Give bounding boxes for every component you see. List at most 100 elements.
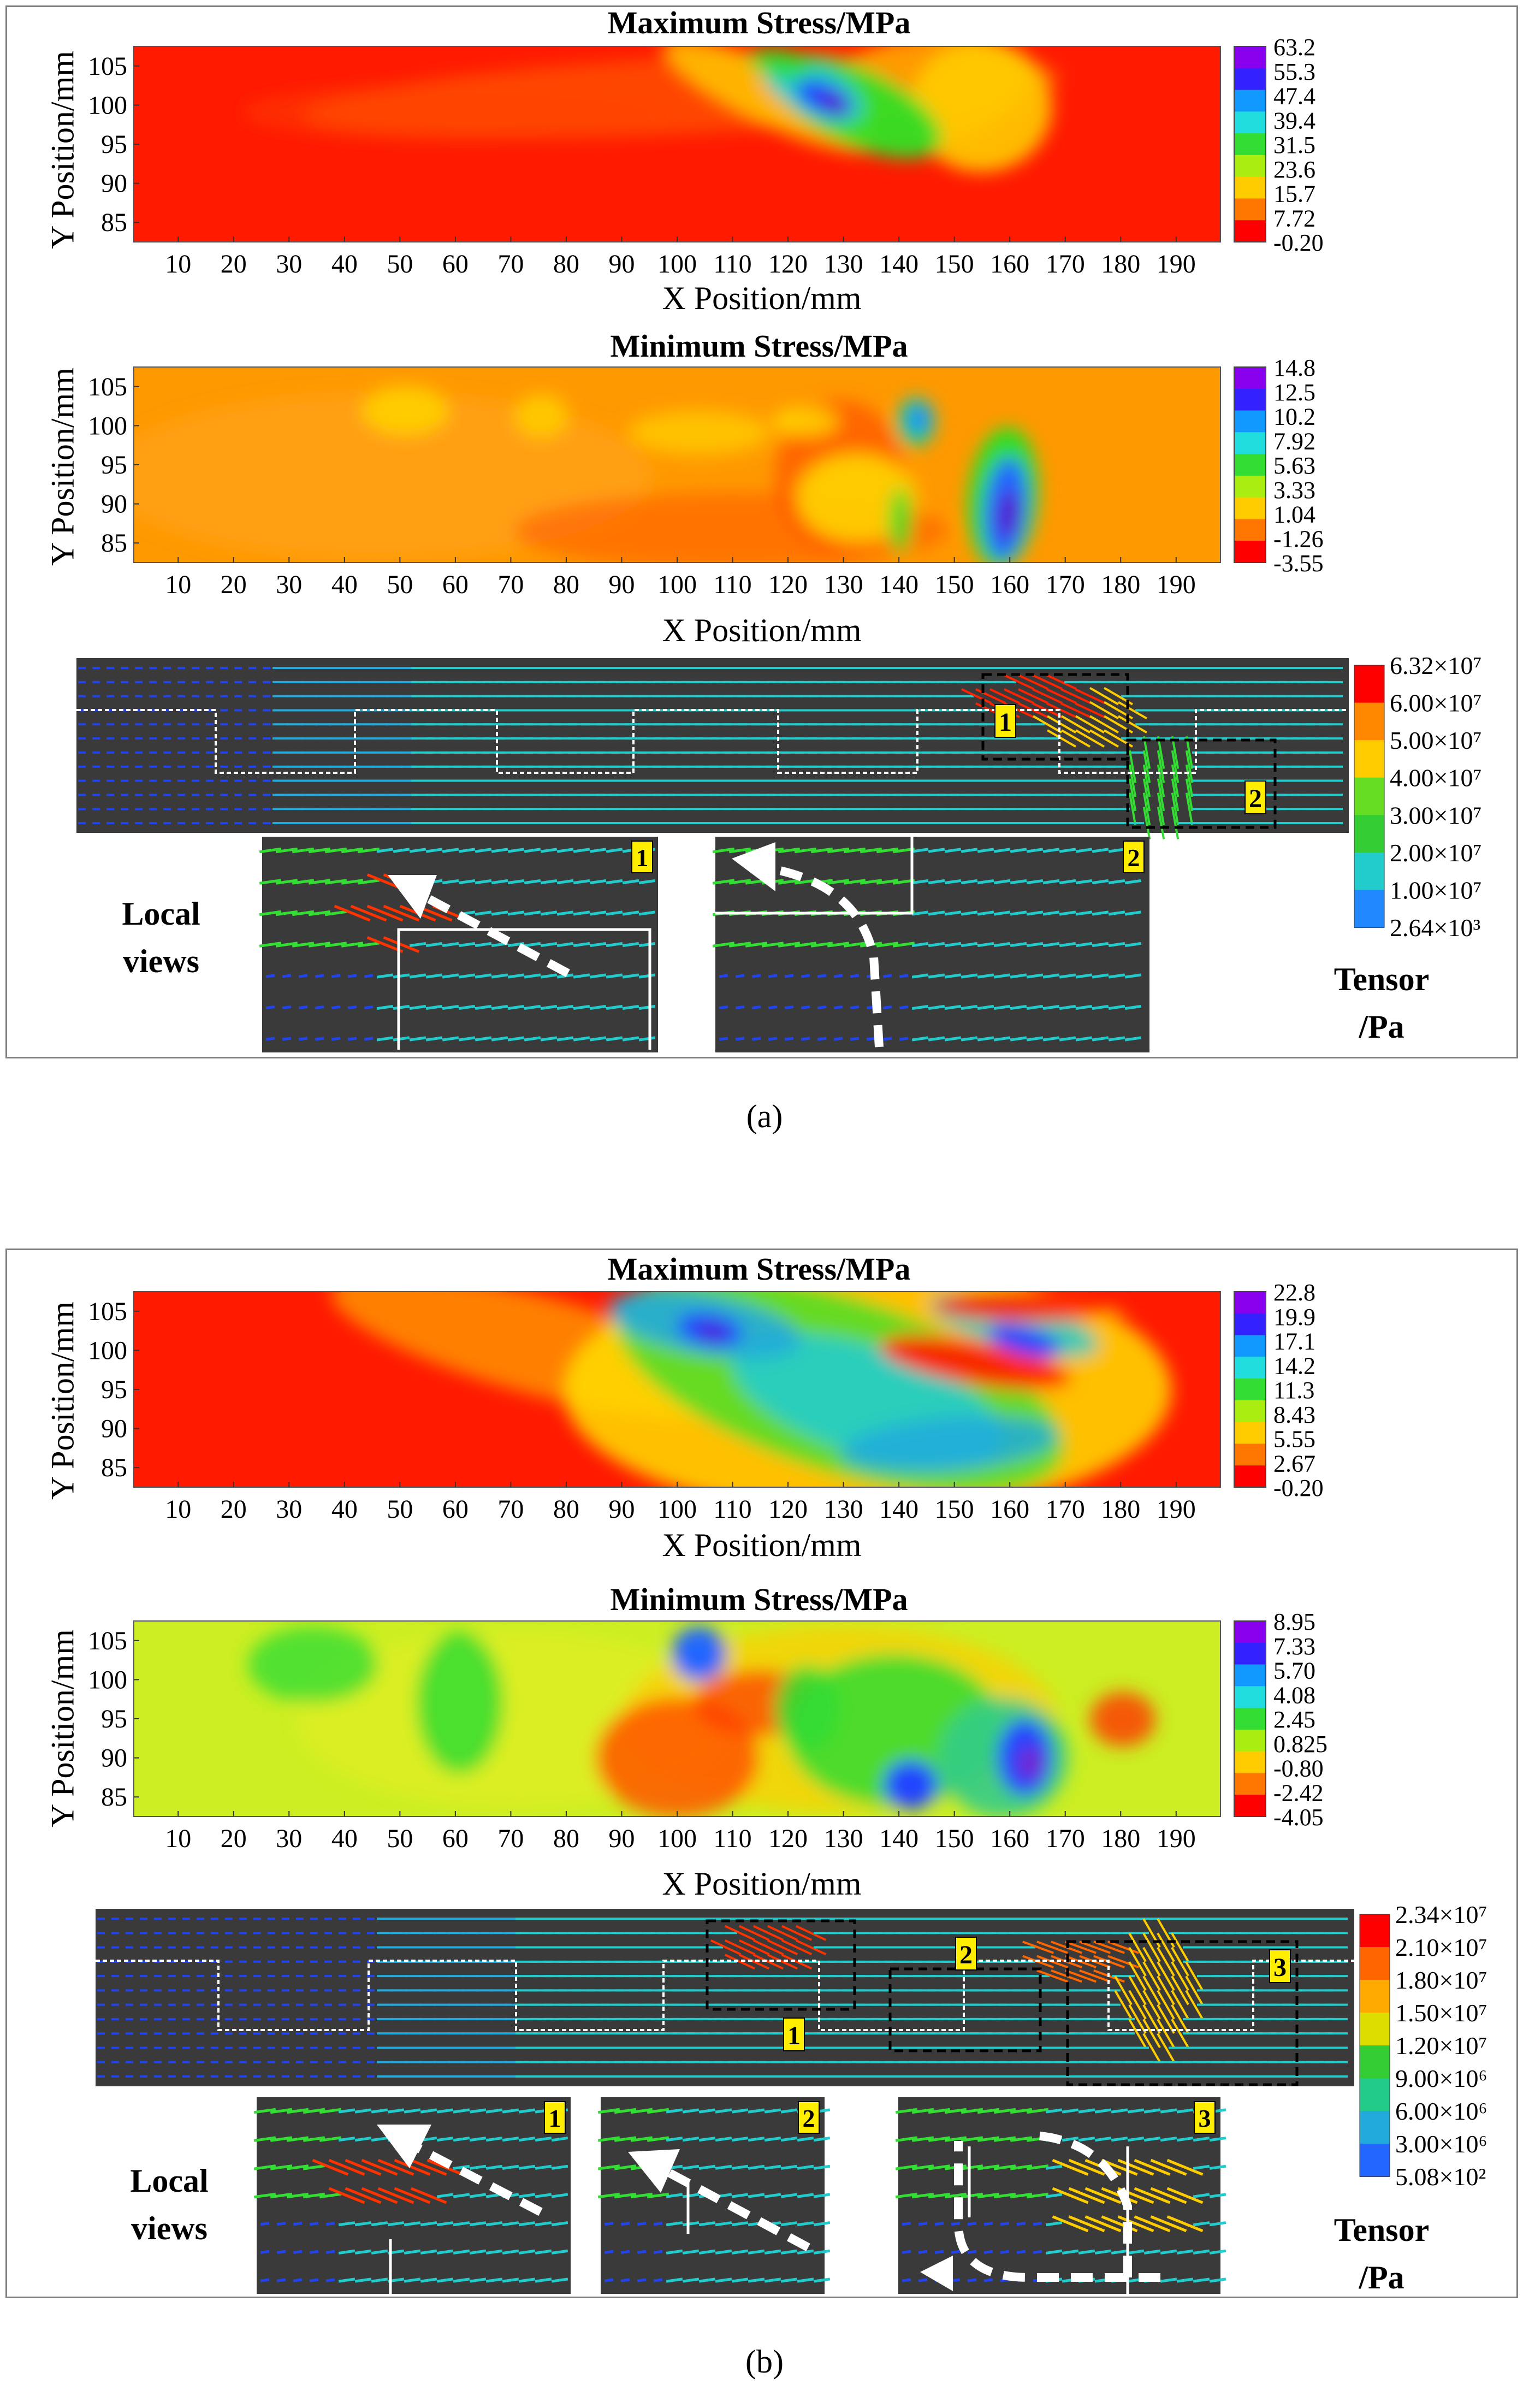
stress-region bbox=[416, 1632, 503, 1774]
tensor-glyph bbox=[420, 2277, 437, 2283]
tensor-glyph bbox=[1157, 2033, 1175, 2063]
tensor-glyph bbox=[1160, 2249, 1177, 2255]
tensor-glyph bbox=[1142, 792, 1151, 826]
tensor-glyph bbox=[817, 974, 827, 978]
tensor-glyph bbox=[410, 2158, 447, 2176]
tensor-glyph bbox=[535, 2277, 552, 2283]
tensor-glyph bbox=[780, 2193, 798, 2198]
tensor-glyph bbox=[698, 2249, 716, 2255]
tensor-glyph bbox=[1062, 2137, 1079, 2142]
tensor-glyph bbox=[331, 974, 341, 978]
tensor-glyph bbox=[1032, 702, 1063, 718]
tensor-glyph bbox=[1142, 807, 1151, 839]
tensor-glyph bbox=[597, 2136, 620, 2142]
tensor-glyph bbox=[1042, 848, 1060, 853]
tensor-glyph bbox=[347, 974, 357, 978]
tensor-glyph bbox=[354, 2221, 372, 2227]
stress-region bbox=[772, 408, 838, 435]
tensor-glyph bbox=[977, 2136, 1000, 2142]
local-view-badge-label: 3 bbox=[1273, 1953, 1287, 1982]
tensor-glyph bbox=[507, 910, 525, 916]
tensor-glyph bbox=[485, 2277, 503, 2283]
tensor-glyph bbox=[630, 2192, 653, 2199]
tensor-glyph bbox=[475, 848, 492, 853]
x-tick-label: 110 bbox=[713, 570, 751, 599]
flow-arrow-head bbox=[388, 875, 437, 919]
tensor-glyph bbox=[752, 1925, 784, 1941]
colorbar-label: 2.67 bbox=[1273, 1450, 1315, 1477]
colorbar-border bbox=[1234, 1620, 1266, 1817]
panel-b-min-xlabel: X Position/mm bbox=[662, 1866, 862, 1902]
tensor-glyph bbox=[764, 2277, 781, 2283]
colorbar-segment bbox=[1234, 497, 1266, 520]
tensor-glyph bbox=[1128, 750, 1137, 783]
tensor-glyph bbox=[797, 2249, 814, 2255]
tensor-glyph bbox=[1142, 1946, 1161, 1977]
tensor-glyph bbox=[1117, 2158, 1154, 2176]
tensor-glyph bbox=[436, 2193, 454, 2198]
stress-region bbox=[932, 1292, 1128, 1322]
tensor-glyph bbox=[371, 2249, 388, 2255]
x-tick-label: 60 bbox=[442, 1495, 469, 1524]
tensor-glyph bbox=[748, 2164, 765, 2170]
x-tick-label: 60 bbox=[442, 1824, 469, 1853]
tensor-glyph bbox=[977, 1004, 994, 1010]
flow-direction-arrow bbox=[659, 2164, 810, 2252]
tensor-glyph bbox=[752, 1954, 784, 1970]
tensor-glyph bbox=[535, 2221, 552, 2227]
tensor-glyph bbox=[860, 879, 882, 885]
colorbar-segment bbox=[1234, 68, 1266, 91]
tensor-glyph bbox=[728, 847, 751, 854]
colorbar-segment bbox=[1234, 111, 1266, 134]
stress-region bbox=[910, 46, 1052, 172]
tensor-glyph bbox=[1075, 879, 1093, 885]
tensor-glyph bbox=[1128, 2019, 1147, 2049]
tensor-glyph bbox=[377, 2158, 414, 2176]
tensor-glyph bbox=[469, 2249, 487, 2255]
tensor-glyph bbox=[748, 2108, 765, 2114]
tensor-glyph bbox=[728, 942, 751, 948]
colorbar-label: 7.72 bbox=[1273, 205, 1315, 232]
tensor-glyph bbox=[1075, 729, 1105, 748]
tensor-glyph bbox=[712, 847, 735, 854]
stress-region bbox=[908, 405, 930, 433]
tensor-glyph bbox=[1065, 1969, 1097, 1983]
tensor-glyph bbox=[977, 2108, 1000, 2114]
tensor-glyph bbox=[1052, 2187, 1089, 2204]
tensor-glyph bbox=[780, 2277, 798, 2283]
x-tick-label: 190 bbox=[1157, 1824, 1196, 1853]
tensor-glyph bbox=[882, 1037, 892, 1041]
tensor-glyph bbox=[442, 942, 459, 948]
tensor-glyph bbox=[292, 847, 315, 854]
tensor-glyph bbox=[767, 1925, 798, 1941]
tensor-glyph bbox=[801, 1037, 810, 1041]
tensor-glyph bbox=[761, 942, 784, 948]
colorbar-segment bbox=[1234, 1751, 1266, 1774]
tensor-glyph bbox=[524, 1036, 541, 1042]
tensor-glyph bbox=[1160, 2137, 1177, 2142]
tensor-glyph bbox=[298, 1037, 308, 1041]
tensor-glyph bbox=[453, 2108, 470, 2114]
tensor-glyph bbox=[1128, 2004, 1147, 2034]
x-tick-label: 150 bbox=[935, 570, 974, 599]
panel-a-max-title: Maximum Stress/MPa bbox=[607, 5, 911, 40]
tensor-glyph bbox=[265, 1037, 275, 1041]
panel-a-local-view-2: 2 bbox=[712, 837, 1149, 1052]
tensor-glyph bbox=[967, 2278, 977, 2282]
tensor-glyph bbox=[1017, 674, 1049, 690]
tensor-glyph bbox=[801, 1005, 810, 1010]
tensor-glyph bbox=[275, 942, 298, 948]
tensor-glyph bbox=[404, 2277, 421, 2283]
tensor-glyph bbox=[1059, 1004, 1076, 1010]
tensor-glyph bbox=[638, 1036, 656, 1042]
tensor-glyph bbox=[1075, 973, 1093, 979]
tensor-glyph bbox=[556, 1004, 574, 1010]
tensor-glyph bbox=[573, 848, 590, 853]
x-tick-label: 150 bbox=[935, 1495, 974, 1524]
tensor-glyph bbox=[404, 2249, 421, 2255]
x-tick-label: 140 bbox=[879, 250, 918, 279]
colorbar-segment bbox=[1234, 367, 1266, 389]
tensor-glyph bbox=[383, 936, 420, 953]
tensor-glyph bbox=[426, 2158, 464, 2176]
y-tick-label: 105 bbox=[88, 52, 127, 81]
